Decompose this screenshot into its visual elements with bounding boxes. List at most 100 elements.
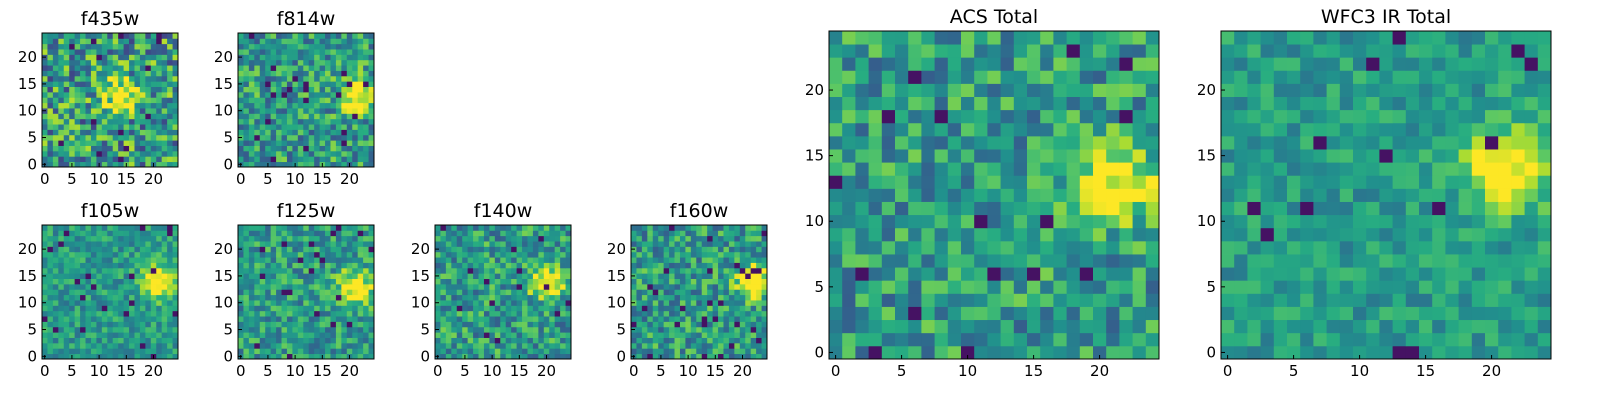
- heatmap-cell: [90, 81, 97, 87]
- heatmap-cell: [134, 273, 141, 279]
- heatmap-cell: [254, 161, 261, 168]
- heatmap-cell: [58, 310, 65, 317]
- heatmap-cell: [118, 310, 124, 317]
- heatmap-cell: [947, 293, 962, 307]
- heatmap-cell: [335, 59, 342, 66]
- heatmap-cell: [701, 251, 708, 258]
- heatmap-cell: [357, 108, 364, 114]
- heatmap-cell: [139, 225, 146, 231]
- heatmap-cell: [167, 300, 173, 306]
- heatmap-cell: [560, 278, 566, 285]
- heatmap-cell: [319, 251, 326, 258]
- heatmap-cell: [451, 326, 458, 333]
- heatmap-cell: [308, 273, 315, 279]
- heatmap-cell: [357, 129, 364, 136]
- heatmap-cell: [532, 230, 539, 237]
- heatmap-cell: [707, 305, 713, 312]
- heatmap-cell: [451, 300, 458, 306]
- heatmap-cell: [58, 230, 65, 237]
- heatmap-cell: [921, 83, 935, 97]
- heatmap-cell: [1485, 306, 1499, 321]
- heatmap-cell: [259, 43, 266, 50]
- heatmap-cell: [243, 235, 250, 242]
- heatmap-cell: [658, 225, 665, 231]
- heatmap-cell: [69, 348, 76, 355]
- heatmap-cell: [685, 283, 692, 290]
- heatmap-cell: [451, 310, 458, 317]
- heatmap-cell: [139, 257, 146, 263]
- heatmap-cell: [658, 316, 665, 322]
- heatmap-cell: [297, 33, 304, 39]
- heatmap-cell: [1392, 345, 1407, 360]
- heatmap-cell: [352, 161, 359, 168]
- heatmap-cell: [238, 59, 244, 66]
- heatmap-cell: [129, 300, 135, 306]
- heatmap-cell: [739, 230, 746, 237]
- heatmap-cell: [74, 145, 81, 152]
- heatmap-cell: [1119, 267, 1133, 281]
- heatmap-cell: [1066, 240, 1081, 255]
- heatmap-cell: [696, 251, 703, 258]
- heatmap-cell: [987, 280, 1001, 294]
- heatmap-cell: [161, 316, 168, 322]
- heatmap-cell: [276, 134, 282, 141]
- heatmap-cell: [647, 267, 654, 274]
- heatmap-cell: [908, 332, 922, 347]
- heatmap-cell: [314, 294, 320, 301]
- heatmap-cell: [1027, 201, 1041, 216]
- heatmap-cell: [303, 257, 310, 263]
- heatmap-cell: [663, 278, 670, 285]
- heatmap-cell: [1145, 254, 1160, 268]
- heatmap-cell: [58, 235, 65, 242]
- heatmap-cell: [543, 300, 550, 306]
- heatmap-cell: [842, 162, 856, 176]
- heatmap-cell: [435, 348, 441, 355]
- heatmap-cell: [314, 267, 320, 274]
- heatmap-cell: [511, 235, 517, 242]
- heatmap-cell: [172, 118, 179, 125]
- heatmap-cell: [701, 235, 708, 242]
- heatmap-cell: [674, 305, 681, 312]
- heatmap-cell: [145, 70, 152, 77]
- heatmap-cell: [248, 70, 255, 77]
- heatmap-cell: [145, 316, 152, 322]
- heatmap-cell: [1040, 293, 1054, 307]
- heatmap-cell: [511, 342, 517, 349]
- heatmap-cell: [658, 241, 665, 247]
- heatmap-cell: [679, 321, 686, 328]
- heatmap-cell: [243, 54, 250, 61]
- heatmap-cell: [352, 310, 359, 317]
- heatmap-cell: [292, 86, 299, 93]
- heatmap-cell: [842, 267, 856, 281]
- heatmap-cell: [647, 289, 654, 296]
- heatmap-cell: [565, 225, 572, 231]
- heatmap-cell: [829, 319, 843, 334]
- heatmap-cell: [363, 267, 369, 274]
- heatmap-cell: [286, 235, 293, 242]
- heatmap-cell: [47, 278, 54, 285]
- heatmap-cell: [270, 257, 277, 263]
- heatmap-cell: [908, 135, 922, 150]
- heatmap-cell: [238, 118, 244, 125]
- heatmap-cell: [462, 230, 469, 237]
- heatmap-cell: [1221, 332, 1235, 347]
- heatmap-cell: [647, 353, 654, 360]
- heatmap-cell: [129, 225, 135, 231]
- heatmap-cell: [921, 293, 935, 307]
- heatmap-cell: [1106, 332, 1120, 347]
- heatmap-cell: [761, 235, 768, 242]
- heatmap-cell: [631, 289, 637, 296]
- y-tick-label: 10: [214, 294, 233, 312]
- heatmap-cell: [1287, 135, 1301, 150]
- heatmap-cell: [172, 310, 179, 317]
- heatmap-cell: [1132, 149, 1147, 163]
- heatmap-cell: [895, 109, 909, 124]
- heatmap-cell: [74, 113, 81, 120]
- heatmap-cell: [1392, 319, 1407, 334]
- heatmap-cell: [101, 59, 108, 66]
- heatmap-cell: [723, 283, 730, 290]
- heatmap-cell: [69, 305, 76, 312]
- heatmap-cell: [314, 33, 320, 39]
- heatmap-cell: [663, 267, 670, 274]
- heatmap-cell: [297, 241, 304, 247]
